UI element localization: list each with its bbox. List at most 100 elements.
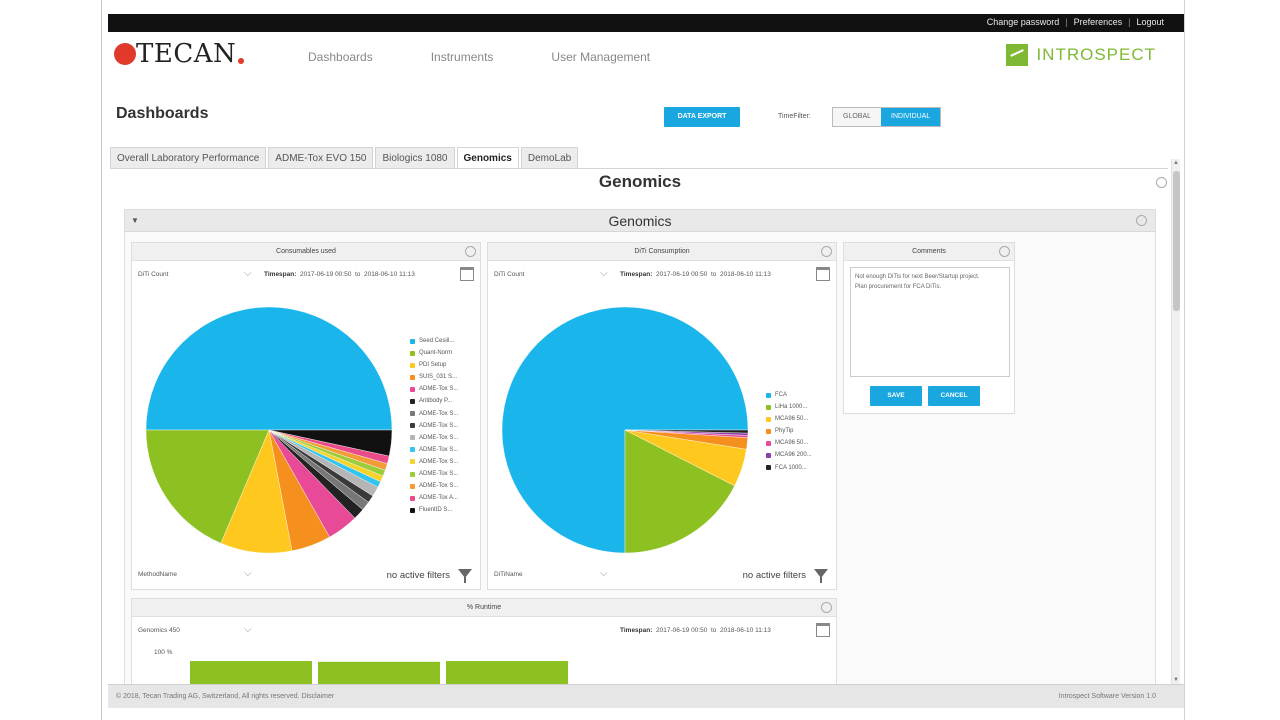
legend-label: ADME-Tox S...: [419, 434, 459, 441]
page-footer: © 2018, Tecan Trading AG, Switzerland, A…: [108, 684, 1184, 708]
panel-settings-gear-icon[interactable]: [465, 246, 476, 257]
legend-item[interactable]: ADME-Tox S...: [410, 383, 458, 395]
nav-user-management[interactable]: User Management: [551, 50, 651, 64]
panel-title: DiTi Consumption: [634, 248, 690, 255]
save-button[interactable]: SAVE: [870, 386, 922, 406]
comment-textarea[interactable]: Not enough DiTis for next Beer/Startup p…: [850, 267, 1010, 377]
pie-slice[interactable]: [268, 429, 393, 457]
scroll-up-icon[interactable]: ▲: [1173, 160, 1179, 166]
toggle-global[interactable]: GLOBAL: [833, 108, 882, 126]
measure-select[interactable]: DiTi Count: [494, 271, 525, 278]
collapse-caret-icon[interactable]: ▼: [131, 216, 139, 225]
calendar-icon[interactable]: [460, 267, 474, 281]
panel-settings-gear-icon[interactable]: [821, 246, 832, 257]
timespan: Timespan: 2017-06-19 00:50 to 2018-06-10…: [620, 627, 771, 634]
legend-item[interactable]: LiHa 1000...: [766, 401, 812, 413]
chevron-down-icon[interactable]: ⌵: [244, 624, 252, 635]
diti-legend: FCA LiHa 1000... MCA96 50... PhyTip MCA96 50…: [766, 389, 812, 474]
legend-item[interactable]: ADME-Tox S...: [410, 444, 458, 456]
legend-swatch: [410, 386, 415, 392]
tecan-logo[interactable]: TECAN: [114, 38, 245, 70]
legend-item[interactable]: PhyTip: [766, 425, 812, 437]
legend-label: ADME-Tox S...: [419, 458, 459, 465]
pie-slice[interactable]: [145, 429, 270, 544]
calendar-icon[interactable]: [816, 623, 830, 637]
legend-swatch: [410, 471, 415, 477]
legend-item[interactable]: MCA96 50...: [766, 437, 812, 449]
timespan-to: 2018-06-10 11:13: [720, 271, 771, 278]
legend-item[interactable]: MCA96 200...: [766, 449, 812, 461]
legend-item[interactable]: ADME-Tox A...: [410, 492, 458, 504]
legend-item[interactable]: FCA: [766, 389, 812, 401]
group-settings-gear-icon[interactable]: [1136, 215, 1147, 226]
tab-genomics[interactable]: Genomics: [456, 147, 519, 168]
legend-item[interactable]: MCA96 50...: [766, 413, 812, 425]
dashboard-tabs: Overall Laboratory Performance ADME-Tox …: [110, 147, 579, 168]
window-left-border: [101, 0, 102, 720]
chevron-down-icon[interactable]: ⌵: [600, 268, 608, 279]
scrollbar-thumb[interactable]: [1173, 171, 1180, 311]
vertical-scrollbar[interactable]: ▲ ▼: [1171, 159, 1180, 684]
legend-item[interactable]: Seed Cesiil...: [410, 335, 458, 347]
panel-header: Consumables used: [132, 243, 480, 261]
chevron-down-icon[interactable]: ⌵: [244, 568, 252, 579]
toggle-individual[interactable]: INDIVIDUAL: [881, 108, 941, 126]
comment-line: Plan procurement for FCA DiTis.: [855, 284, 942, 290]
legend-item[interactable]: FCA 1000...: [766, 462, 812, 474]
tab-demolab[interactable]: DemoLab: [520, 147, 579, 168]
legend-item[interactable]: ADME-Tox S...: [410, 408, 458, 420]
legend-item[interactable]: ADME-Tox S...: [410, 432, 458, 444]
window-right-border: [1184, 0, 1185, 720]
app-window: Change password | Preferences | Logout T…: [108, 14, 1184, 708]
tab-adme-tox[interactable]: ADME-Tox EVO 150: [268, 147, 374, 168]
legend-item[interactable]: Quant-Norm: [410, 347, 458, 359]
timespan-from: 2017-06-19 00:50: [656, 627, 708, 634]
calendar-icon[interactable]: [816, 267, 830, 281]
filters-status: no active filters: [742, 570, 806, 581]
legend-item[interactable]: PDI Setup: [410, 359, 458, 371]
preferences-link[interactable]: Preferences: [1073, 17, 1123, 27]
chevron-down-icon[interactable]: ⌵: [244, 268, 252, 279]
change-password-link[interactable]: Change password: [986, 17, 1060, 27]
logo-dot-icon: [238, 58, 245, 64]
filter-funnel-icon[interactable]: [458, 569, 472, 583]
legend-item[interactable]: Antibody P...: [410, 395, 458, 407]
logout-link[interactable]: Logout: [1136, 17, 1164, 27]
tab-biologics[interactable]: Biologics 1080: [375, 147, 455, 168]
version-text: Introspect Software Version 1.0: [1058, 693, 1156, 700]
legend-item[interactable]: ADME-Tox S...: [410, 468, 458, 480]
panel-settings-gear-icon[interactable]: [999, 246, 1010, 257]
legend-item[interactable]: ADME-Tox S...: [410, 456, 458, 468]
legend-label: ADME-Tox S...: [419, 410, 459, 417]
dashboard-settings-gear-icon[interactable]: [1156, 177, 1167, 188]
nav-instruments[interactable]: Instruments: [430, 50, 494, 64]
groupby-select[interactable]: DiTiName: [494, 571, 523, 578]
consumables-panel: Consumables used DiTi Count ⌵ Timespan: …: [131, 242, 481, 590]
pie-slice[interactable]: [145, 306, 393, 431]
legend-swatch: [410, 483, 415, 489]
legend-label: FCA: [775, 392, 787, 398]
pie-slice[interactable]: [624, 429, 749, 434]
data-export-button[interactable]: DATA EXPORT: [664, 107, 740, 127]
panel-footer: DiTiName ⌵ no active filters: [494, 567, 830, 583]
diti-panel: DiTi Consumption DiTi Count ⌵ Timespan: …: [487, 242, 837, 590]
instrument-select[interactable]: Genomics 450: [138, 627, 180, 634]
logo-circle-icon: [114, 43, 136, 65]
legend-item[interactable]: ADME-Tox S...: [410, 480, 458, 492]
chevron-down-icon[interactable]: ⌵: [600, 568, 608, 579]
nav-dashboards[interactable]: Dashboards: [308, 50, 373, 64]
tab-overall-laboratory-performance[interactable]: Overall Laboratory Performance: [110, 147, 267, 168]
panel-settings-gear-icon[interactable]: [821, 602, 832, 613]
cancel-button[interactable]: CANCEL: [928, 386, 980, 406]
legend-item[interactable]: FluentID S...: [410, 504, 458, 516]
scroll-down-icon[interactable]: ▼: [1173, 677, 1179, 683]
legend-item[interactable]: ADME-Tox S...: [410, 420, 458, 432]
legend-item[interactable]: SUIS_031 S...: [410, 371, 458, 383]
pie-slice[interactable]: [624, 429, 735, 554]
legend-swatch: [766, 440, 771, 446]
legend-label: MCA96 200...: [775, 452, 812, 459]
legend-label: LiHa 1000...: [775, 404, 808, 411]
groupby-select[interactable]: MethodName: [138, 571, 178, 578]
measure-select[interactable]: DiTi Count: [138, 271, 169, 278]
filter-funnel-icon[interactable]: [814, 569, 828, 583]
